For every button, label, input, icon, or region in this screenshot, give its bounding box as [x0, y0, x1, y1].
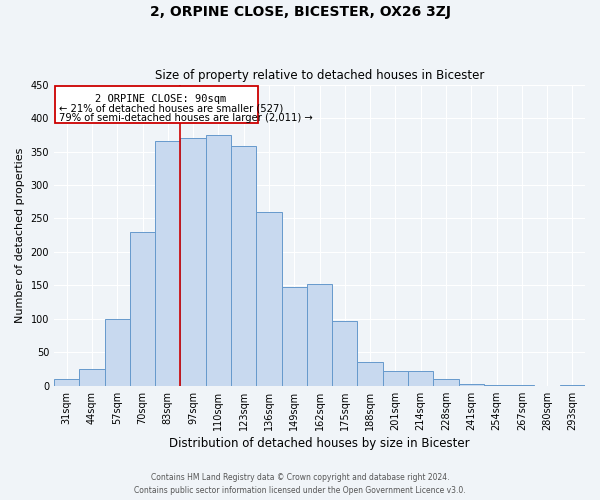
- Bar: [458, 384, 484, 386]
- Bar: [383, 371, 408, 386]
- Bar: [281, 288, 307, 386]
- Text: 79% of semi-detached houses are larger (2,011) →: 79% of semi-detached houses are larger (…: [59, 114, 313, 124]
- Bar: [206, 135, 231, 386]
- Bar: [181, 138, 206, 386]
- X-axis label: Distribution of detached houses by size in Bicester: Distribution of detached houses by size …: [169, 437, 470, 450]
- Text: 2 ORPINE CLOSE: 90sqm: 2 ORPINE CLOSE: 90sqm: [95, 94, 226, 104]
- Bar: [155, 142, 181, 386]
- Bar: [358, 362, 383, 386]
- Bar: [484, 385, 509, 386]
- Text: 2, ORPINE CLOSE, BICESTER, OX26 3ZJ: 2, ORPINE CLOSE, BICESTER, OX26 3ZJ: [149, 5, 451, 19]
- Bar: [104, 319, 130, 386]
- FancyBboxPatch shape: [55, 86, 257, 124]
- Text: Contains HM Land Registry data © Crown copyright and database right 2024.
Contai: Contains HM Land Registry data © Crown c…: [134, 474, 466, 495]
- Bar: [130, 232, 155, 386]
- Bar: [560, 385, 585, 386]
- Bar: [509, 385, 535, 386]
- Y-axis label: Number of detached properties: Number of detached properties: [15, 148, 25, 323]
- Text: ← 21% of detached houses are smaller (527): ← 21% of detached houses are smaller (52…: [59, 104, 283, 114]
- Bar: [79, 369, 104, 386]
- Bar: [408, 371, 433, 386]
- Title: Size of property relative to detached houses in Bicester: Size of property relative to detached ho…: [155, 69, 484, 82]
- Bar: [54, 379, 79, 386]
- Bar: [256, 212, 281, 386]
- Bar: [231, 146, 256, 386]
- Bar: [433, 379, 458, 386]
- Bar: [307, 284, 332, 386]
- Bar: [332, 321, 358, 386]
